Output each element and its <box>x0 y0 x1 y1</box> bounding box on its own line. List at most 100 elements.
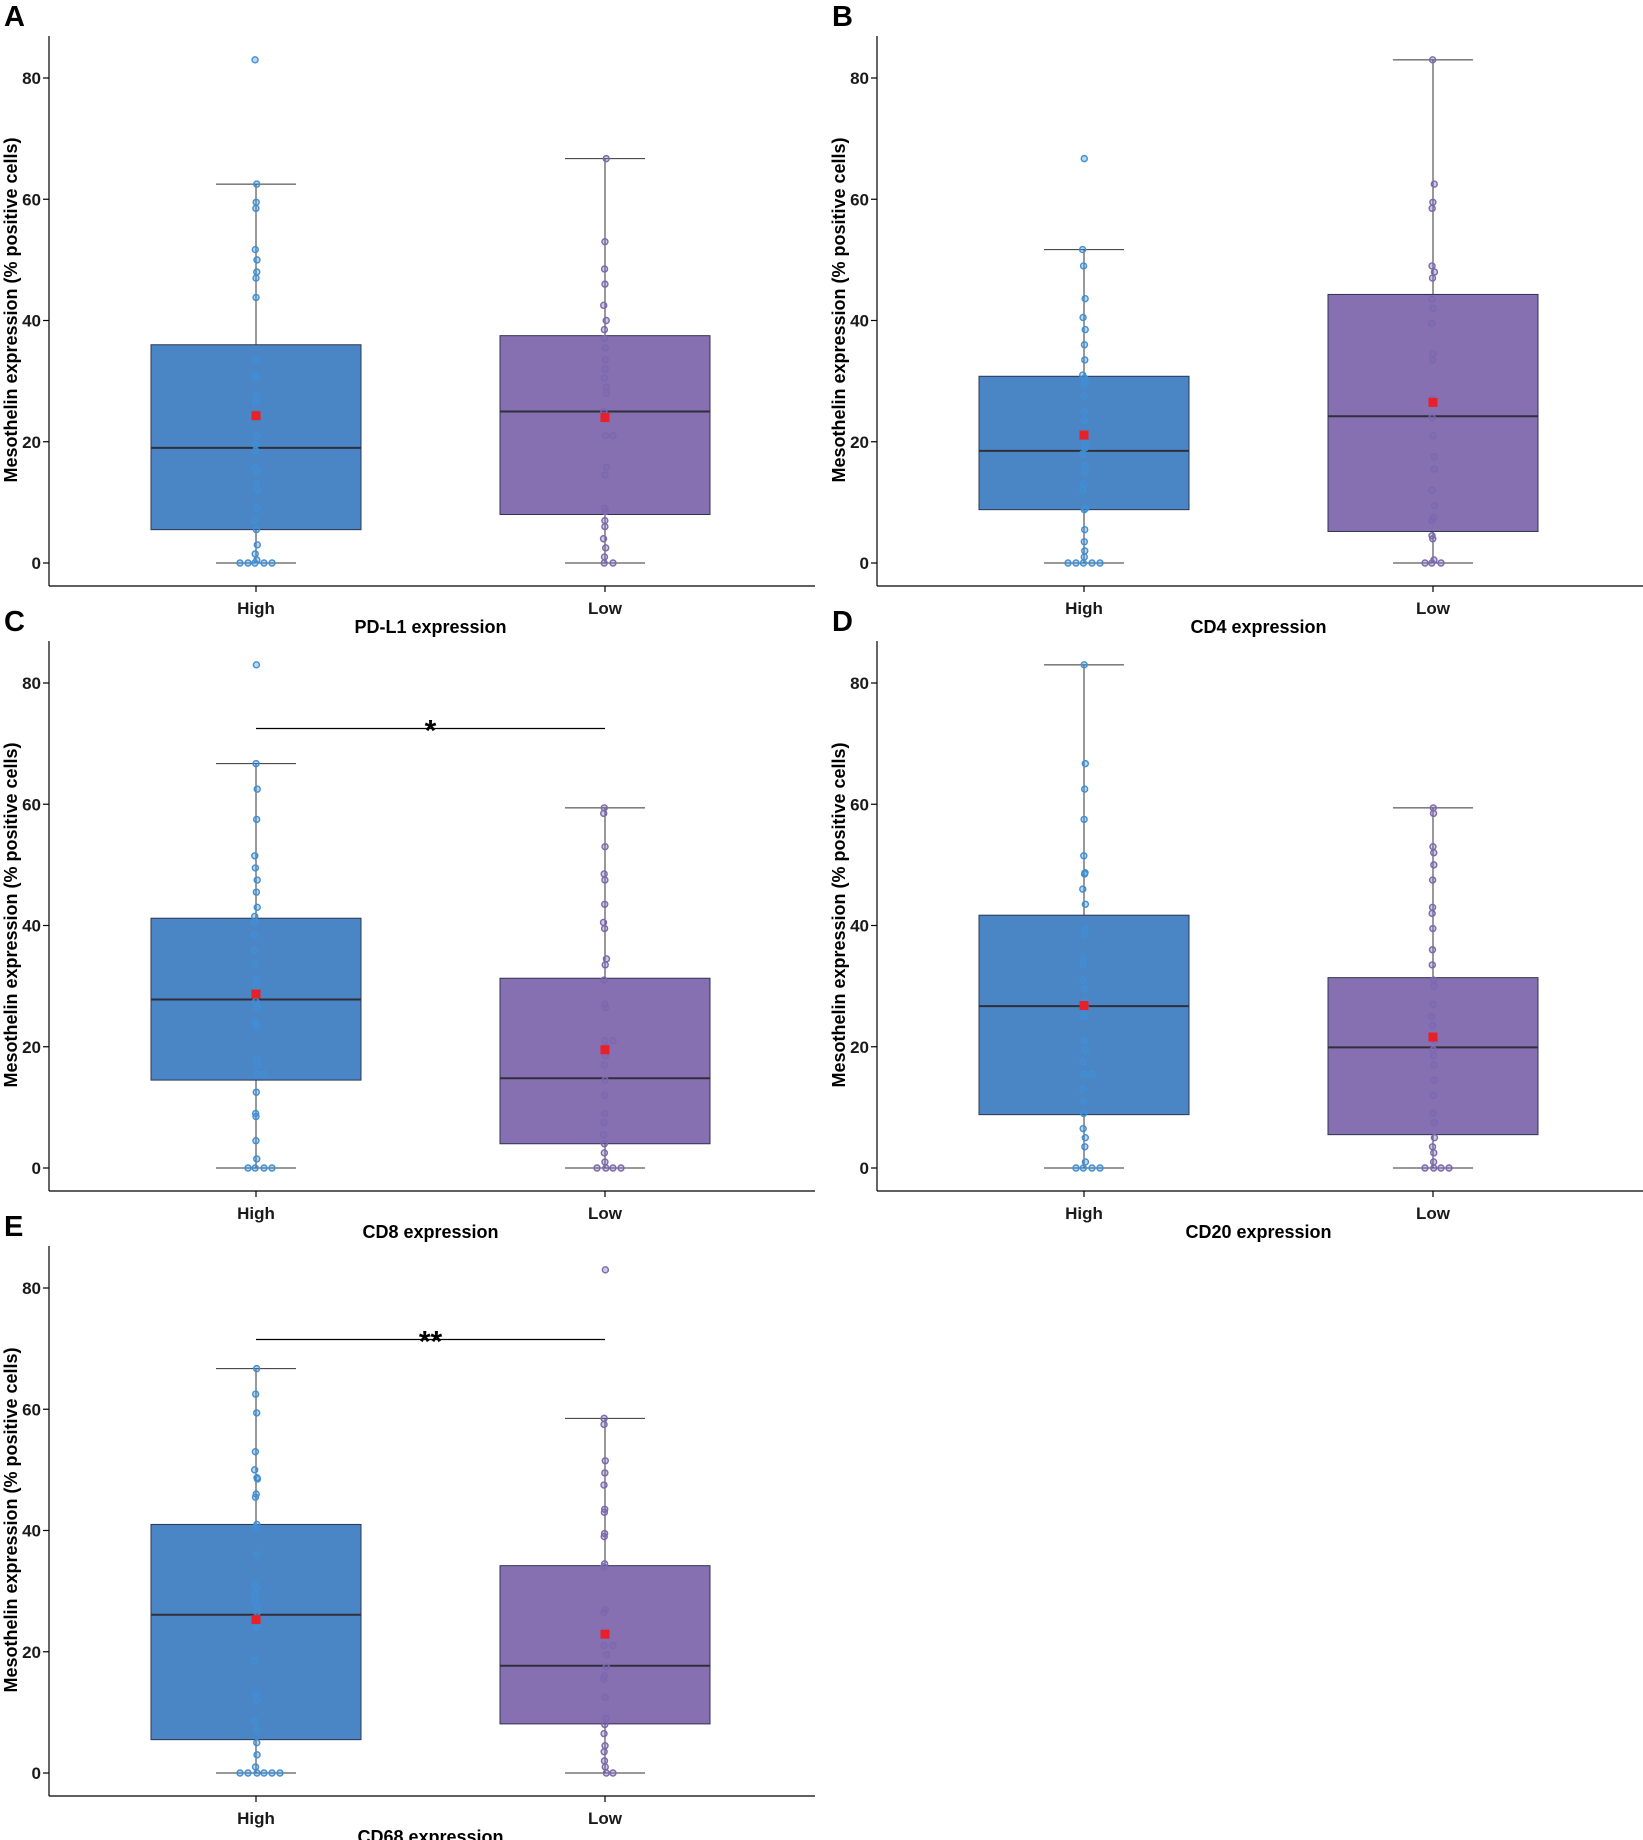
x-category-label: High <box>237 1204 275 1223</box>
data-point <box>1072 1164 1080 1172</box>
data-point <box>252 356 260 364</box>
data-point <box>250 946 259 954</box>
data-point <box>1079 961 1087 969</box>
y-axis-title: Mesothelin expression (% positive cells) <box>1 137 21 482</box>
data-point <box>600 1563 608 1571</box>
data-point <box>1081 462 1089 470</box>
data-point <box>253 268 261 276</box>
data-point <box>252 274 260 282</box>
data-point <box>601 356 609 364</box>
data-point <box>253 1061 262 1069</box>
data-point <box>1437 559 1445 567</box>
data-point <box>1430 849 1438 857</box>
data-point <box>1428 356 1437 364</box>
data-point <box>1079 1164 1087 1172</box>
data-point <box>1428 295 1436 303</box>
data-point <box>253 1738 261 1747</box>
data-point <box>251 1596 259 1604</box>
data-point <box>1430 180 1438 188</box>
data-point <box>602 1164 610 1172</box>
y-tick-label: 40 <box>22 917 41 936</box>
data-point <box>1088 1164 1096 1172</box>
group-high: High <box>978 154 1190 618</box>
data-point <box>252 815 261 824</box>
x-category-label: Low <box>588 599 623 618</box>
mean-marker <box>600 1045 610 1055</box>
panel-b: B 0 20 40 60 80 Mesothelin expression (% posit… <box>829 1 1643 637</box>
data-point <box>602 154 610 163</box>
data-point <box>253 486 261 494</box>
data-point <box>600 1748 608 1756</box>
data-point <box>602 1651 611 1659</box>
x-axis-title: CD4 expression <box>1190 617 1326 637</box>
data-point <box>1428 876 1437 884</box>
data-point <box>251 550 259 558</box>
data-point <box>250 1466 259 1474</box>
data-point <box>602 1714 610 1723</box>
y-tick-label: 0 <box>32 1159 41 1178</box>
y-tick-label: 40 <box>850 312 869 331</box>
y-tick-label: 20 <box>22 1038 41 1057</box>
data-point <box>253 1475 262 1483</box>
x-category-label: Low <box>588 1204 623 1223</box>
data-point <box>251 1590 259 1598</box>
data-point <box>617 1164 625 1172</box>
data-point <box>1429 1052 1438 1060</box>
data-point <box>268 1769 276 1777</box>
y-tick-label: 20 <box>22 1643 41 1662</box>
data-point <box>252 888 261 896</box>
panel-letter: B <box>832 1 853 33</box>
data-point <box>609 431 617 440</box>
y-tick-label: 40 <box>22 312 41 331</box>
x-category-label: Low <box>588 1809 623 1828</box>
data-point <box>1429 1109 1437 1118</box>
data-point <box>601 1266 610 1274</box>
group-low: Low <box>499 1266 711 1828</box>
data-point <box>1080 553 1088 561</box>
data-point <box>1081 325 1089 334</box>
data-point <box>252 1726 261 1735</box>
y-tick-label: 60 <box>22 1400 41 1419</box>
data-point <box>1080 815 1088 824</box>
data-point <box>1437 1164 1445 1172</box>
data-point <box>252 1137 260 1145</box>
x-category-label: High <box>237 599 275 618</box>
x-category-label: High <box>237 1809 275 1828</box>
data-point <box>1429 809 1438 818</box>
data-point <box>1429 535 1437 543</box>
x-category-label: Low <box>1416 599 1451 618</box>
data-point <box>253 876 261 884</box>
data-point <box>593 1164 601 1172</box>
y-tick-label: 0 <box>32 1764 41 1783</box>
x-category-label: Low <box>1416 1204 1451 1223</box>
data-point <box>252 661 261 669</box>
data-point <box>1072 559 1080 567</box>
data-point <box>600 1481 608 1489</box>
data-point <box>1428 559 1436 567</box>
data-point <box>251 1164 259 1172</box>
data-point <box>244 1769 252 1777</box>
data-point <box>600 334 609 343</box>
data-point <box>1430 453 1438 461</box>
data-point <box>601 1036 609 1045</box>
group-high: High <box>150 1364 362 1828</box>
panel-c: C 0 20 40 60 80 Mesothelin expression (% posit… <box>1 606 815 1242</box>
y-tick-label: 60 <box>850 795 869 814</box>
data-point <box>251 852 259 860</box>
data-point <box>600 1091 609 1099</box>
y-tick-label: 0 <box>860 1159 869 1178</box>
y-tick-label: 60 <box>22 190 41 209</box>
data-point <box>600 1757 609 1765</box>
data-point <box>1096 559 1104 567</box>
data-point <box>1081 900 1090 908</box>
data-point <box>601 471 609 479</box>
data-point <box>1079 1124 1087 1133</box>
y-tick-label: 80 <box>850 674 869 693</box>
y-tick-label: 40 <box>22 1522 41 1541</box>
data-point <box>600 1414 608 1423</box>
data-point <box>1428 516 1436 525</box>
data-point <box>253 1551 261 1559</box>
data-point <box>1080 1070 1088 1078</box>
data-point <box>1079 313 1087 322</box>
data-point <box>1445 1164 1453 1172</box>
